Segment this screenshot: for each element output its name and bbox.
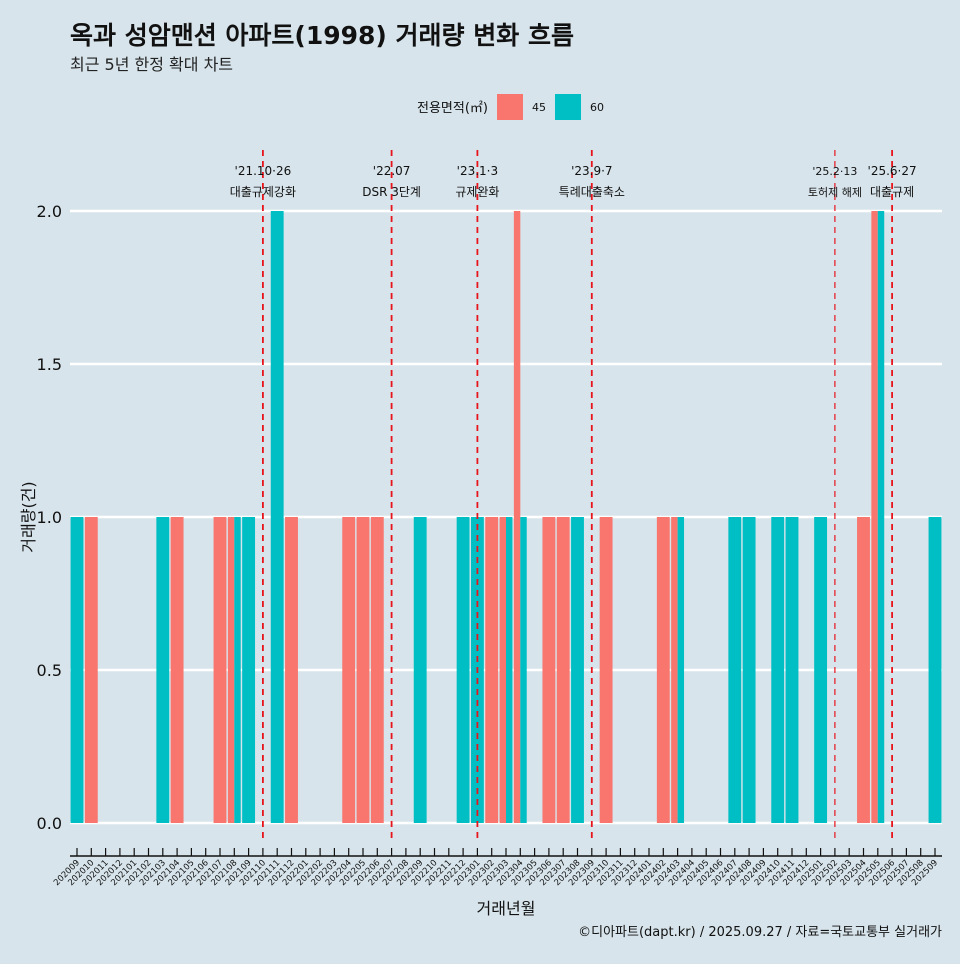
legend-label-60: 60: [590, 101, 604, 114]
policy-date: '21.10·26: [235, 164, 292, 178]
chart-subtitle: 최근 5년 한정 확대 차트: [70, 55, 233, 74]
bar-60-202111: [270, 211, 284, 823]
legend-swatch-45: [497, 94, 523, 120]
bar-45-202306: [542, 517, 556, 823]
bar-60-202505: [877, 211, 885, 823]
policy-label: DSR 3단계: [362, 185, 421, 199]
policy-label: 토허제 해제: [808, 185, 862, 199]
chart-title: 옥과 성암맨션 아파트(1998) 거래량 변화 흐름: [70, 21, 574, 50]
bar-45-202108: [227, 517, 235, 823]
bar-60-202303: [506, 517, 513, 823]
legend: 전용면적(㎡) 45 60: [417, 94, 604, 120]
bar-60-202212: [456, 517, 470, 823]
x-axis: 2020092020102020112020122021012021022021…: [52, 848, 942, 888]
bar-45-202104: [170, 517, 184, 823]
policy-date: '23.1·3: [457, 164, 498, 178]
bar-60-202403: [677, 517, 685, 823]
bar-60-202408: [742, 517, 756, 823]
bar-45-202204: [342, 517, 356, 823]
bar-45-202403: [671, 517, 678, 823]
bar-45-202504: [857, 517, 870, 823]
policy-date: '25.2·13: [812, 165, 857, 178]
bar-45-202303: [499, 517, 506, 823]
legend-swatch-60: [555, 94, 581, 120]
y-axis-ticks: 0.0 0.5 1.0 1.5 2.0: [37, 202, 62, 833]
bar-60-202103: [156, 517, 170, 823]
bar-45-202010: [84, 517, 98, 823]
bar-60-202304: [520, 517, 527, 823]
bar-45-202205: [356, 517, 370, 823]
bar-60-202501: [814, 517, 828, 823]
bar-60-202509: [928, 517, 942, 823]
bar-45-202112: [285, 517, 298, 823]
bar-60-202407: [728, 517, 742, 823]
bar-60-202209: [413, 517, 427, 823]
y-tick-label: 1.5: [37, 355, 62, 374]
bar-45-202302: [485, 517, 499, 823]
policy-date: '22.07: [373, 164, 411, 178]
bar-60-202410: [771, 517, 785, 823]
policy-label: 특례대출축소: [559, 185, 625, 199]
bar-60-202411: [785, 517, 799, 823]
policy-label: 대출규제강화: [230, 185, 296, 199]
y-tick-label: 2.0: [37, 202, 62, 221]
y-tick-label: 0.5: [37, 661, 62, 680]
bar-45-202310: [599, 517, 613, 823]
policy-label: 대출규제: [870, 185, 914, 199]
bar-45-202304: [513, 211, 521, 823]
bars: [70, 211, 942, 823]
bar-45-202402: [656, 517, 670, 823]
legend-label-45: 45: [532, 101, 546, 114]
caption: ©디아파트(dapt.kr) / 2025.09.27 / 자료=국토교통부 실…: [578, 925, 942, 940]
bar-60-202109: [242, 517, 256, 823]
y-tick-label: 0.0: [37, 814, 62, 833]
bar-60-202308: [571, 517, 584, 823]
bar-45-202206: [370, 517, 384, 823]
policy-date: '25.6·27: [868, 164, 917, 178]
bar-60-202108: [234, 517, 241, 823]
bar-45-202107: [213, 517, 227, 823]
y-axis-label: 거래량(건): [19, 481, 38, 552]
x-axis-label: 거래년월: [477, 899, 536, 918]
policy-date: '23.9·7: [571, 164, 612, 178]
bar-45-202505: [871, 211, 878, 823]
legend-title: 전용면적(㎡): [417, 101, 488, 116]
bar-60-202009: [70, 517, 84, 823]
bar-45-202307: [556, 517, 570, 823]
y-tick-label: 1.0: [37, 508, 62, 527]
policy-label: 규제완화: [455, 185, 499, 199]
policy-lines: '21.10·26 대출규제강화 '22.07 DSR 3단계 '23.1·3 규제완화 '…: [230, 150, 917, 843]
